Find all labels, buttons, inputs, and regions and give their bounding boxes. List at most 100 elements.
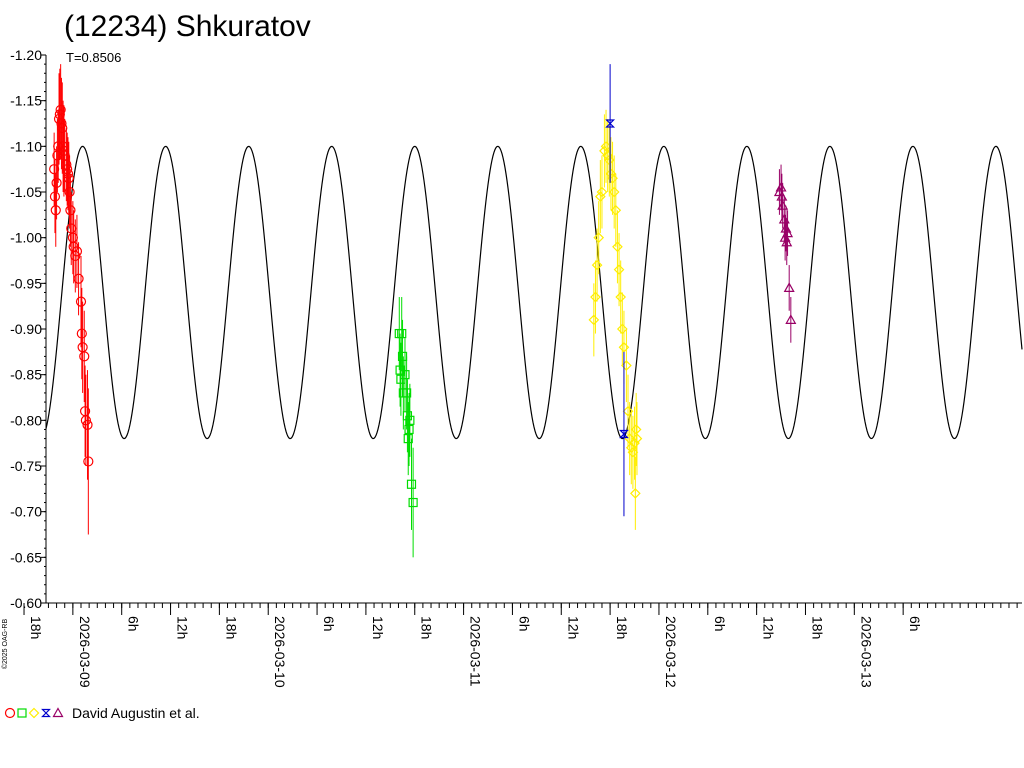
data-point: [404, 424, 414, 435]
y-tick-label: -0.75: [10, 458, 42, 474]
data-point: [62, 168, 74, 179]
series-triangle: [773, 164, 797, 343]
data-point: [612, 241, 623, 253]
x-tick-label: 6h: [712, 616, 728, 632]
data-point: [406, 479, 417, 489]
x-tick-label: 12h: [175, 616, 191, 639]
x-axis-tick-labels: 12h 18h 2026-03-09 6h 12h 18h 2026-03-10 6h 12h 1…: [28, 616, 923, 688]
y-tick-label: -0.65: [10, 549, 42, 565]
data-point: [73, 273, 84, 284]
x-tick-label: 12h: [370, 616, 386, 639]
x-tick-label: 12h: [761, 616, 777, 639]
y-tick-label: -1.20: [10, 47, 42, 63]
data-point: [63, 173, 74, 184]
y-tick-label: -1.05: [10, 184, 42, 200]
data-point: [783, 282, 795, 292]
data-point: [408, 497, 418, 508]
x-tick-label: 2026-03-10: [272, 616, 288, 688]
legend-markers: [4, 707, 64, 719]
legend-marker-circle: [4, 707, 16, 719]
series-diamond: [588, 109, 643, 530]
data-point: [781, 236, 793, 247]
y-tick-label: -1.15: [10, 93, 42, 109]
x-tick-label: 18h: [614, 616, 630, 639]
series-hourglass: [605, 64, 629, 517]
data-point: [613, 264, 625, 275]
data-point: [629, 437, 640, 449]
data-point: [615, 291, 627, 303]
x-tick-label: 18h: [28, 616, 44, 639]
data-point: [610, 204, 622, 216]
y-tick-label: -1.10: [10, 138, 42, 154]
data-point: [622, 405, 634, 417]
data-point: [588, 314, 600, 326]
data-point: [402, 388, 412, 398]
data-point: [596, 186, 608, 198]
data-point: [778, 213, 790, 224]
legend-marker-hourglass: [41, 708, 51, 718]
y-tick-label: -0.80: [10, 412, 42, 428]
lightcurve-plot: -1.20 -1.15 -1.10 -1.05 -1.00 -0.95 -0.90 -0.85…: [10, 47, 1023, 688]
data-point: [65, 205, 76, 216]
data-point: [75, 296, 87, 307]
data-point: [64, 186, 75, 198]
x-tick-label: 6h: [126, 616, 142, 632]
data-point: [76, 328, 87, 339]
data-point: [621, 360, 632, 371]
data-point: [82, 419, 93, 430]
x-tick-label: 18h: [223, 616, 239, 639]
data-point: [49, 191, 61, 202]
x-tick-label: 12h: [565, 616, 581, 639]
data-point: [777, 199, 789, 210]
data-point: [776, 190, 788, 201]
y-tick-label: -0.85: [10, 367, 42, 383]
data-point: [50, 205, 61, 216]
data-point: [629, 488, 641, 499]
legend-marker-triangle: [52, 707, 64, 718]
data-point: [782, 227, 794, 238]
x-tick-label: 6h: [516, 616, 532, 632]
y-axis-tick-labels: -1.20 -1.15 -1.10 -1.05 -1.00 -0.95 -0.90 -0.85…: [10, 47, 42, 611]
x-tick-label: 18h: [809, 616, 825, 639]
data-point: [591, 259, 603, 271]
data-point: [616, 323, 628, 335]
y-tick-label: -1.00: [10, 230, 42, 246]
data-point: [775, 181, 787, 192]
x-tick-label: 2026-03-09: [77, 616, 93, 688]
period-label: T=0.8506: [66, 50, 122, 65]
data-point: [631, 433, 643, 444]
model-curve-line: [45, 145, 1023, 440]
data-point: [618, 341, 630, 353]
data-point: [593, 232, 605, 244]
y-tick-label: -0.95: [10, 275, 42, 291]
data-point: [618, 429, 629, 439]
chart-title: (12234) Shkuratov: [64, 10, 311, 43]
x-tick-label: 2026-03-13: [858, 616, 874, 688]
data-point: [80, 415, 91, 426]
legend-marker-square: [17, 708, 27, 718]
series-square: [394, 297, 418, 558]
x-tick-label: 2026-03-12: [663, 616, 679, 688]
data-point: [785, 314, 797, 324]
data-point: [405, 415, 415, 425]
data-point: [590, 291, 601, 303]
data-points: [49, 64, 797, 558]
x-tick-label: 6h: [321, 616, 337, 632]
data-point: [608, 186, 620, 198]
data-point: [400, 370, 410, 380]
data-point: [403, 434, 413, 444]
data-point: [55, 104, 66, 115]
y-tick-label: -0.90: [10, 321, 42, 337]
legend-marker-diamond: [28, 707, 40, 719]
data-point: [79, 351, 90, 362]
x-tick-label: 2026-03-11: [468, 616, 484, 687]
data-point: [56, 118, 67, 129]
data-point: [83, 456, 94, 467]
series-circle: [49, 64, 94, 535]
data-point: [605, 119, 616, 128]
legend-label: David Augustin et al.: [72, 705, 200, 721]
x-tick-label: 18h: [419, 616, 435, 639]
data-point: [630, 424, 642, 435]
data-point: [70, 250, 81, 262]
y-tick-label: -0.60: [10, 595, 42, 611]
